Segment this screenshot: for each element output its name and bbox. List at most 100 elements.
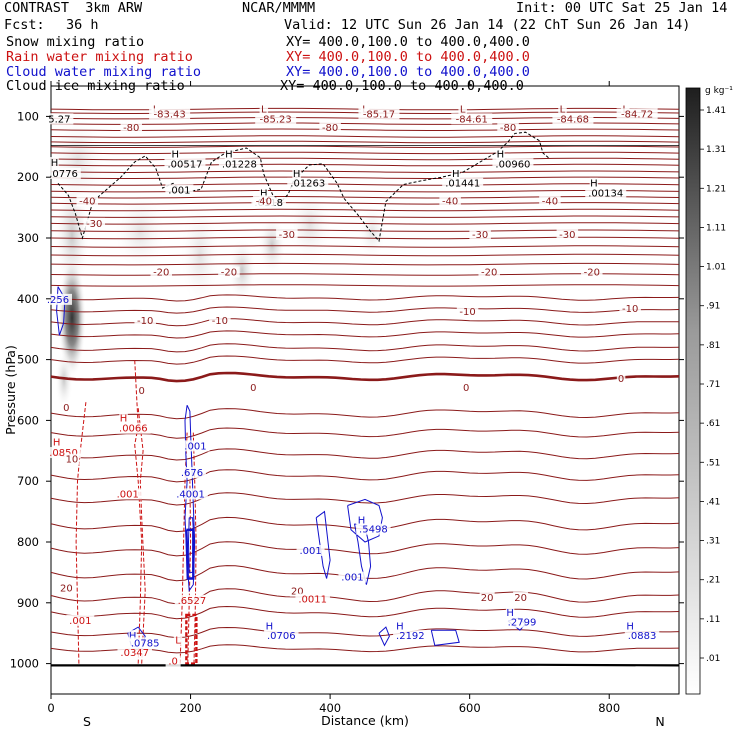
isotherm-line <box>50 176 680 179</box>
y-tick-label: 700 <box>17 474 39 488</box>
contour-label: L <box>175 635 181 646</box>
label-background <box>120 121 142 133</box>
rain-core <box>185 613 198 665</box>
isotherm-line <box>50 330 680 339</box>
cloud-water-core <box>185 528 195 580</box>
label-background <box>585 187 627 199</box>
label-background <box>289 585 305 597</box>
colorbar-level: .71 <box>706 380 720 390</box>
isotherm-line <box>50 469 680 483</box>
contour-label: -30 <box>86 219 102 230</box>
label-background <box>478 266 500 278</box>
contour-label: H <box>129 631 137 642</box>
contour-label: 5.27 <box>48 114 70 125</box>
field-xy-snow: XY= 400.0,100.0 to 400.0,400.0 <box>286 34 530 50</box>
contour-label: -20 <box>481 267 497 278</box>
contour-label: 0 <box>63 403 69 414</box>
rain-contour <box>134 359 143 664</box>
isotherm-line <box>50 605 680 620</box>
contour-label: -40 <box>442 196 458 207</box>
contour-label: .0 <box>168 657 178 668</box>
contour-label: H <box>506 608 514 619</box>
isotherm-line <box>50 215 680 218</box>
label-background <box>173 488 208 500</box>
label-background <box>137 385 146 397</box>
label-background <box>52 436 61 448</box>
field-name-snow: Snow mixing ratio <box>6 34 145 50</box>
contour-label: -30 <box>559 230 575 241</box>
contour-label: L <box>261 105 267 116</box>
isotherm-line <box>50 202 680 205</box>
ground-line <box>51 663 680 667</box>
label-background <box>249 382 258 393</box>
isotherm-line <box>50 245 680 248</box>
label-background <box>469 228 491 240</box>
label-background <box>116 422 151 434</box>
init-time: Init: 00 UTC Sat 25 Jan 14 <box>516 0 728 16</box>
label-background <box>513 591 529 603</box>
contour-label: -10 <box>622 304 638 315</box>
isotherm-line <box>50 427 680 439</box>
contour-label: -20 <box>153 267 169 278</box>
direction-south: S <box>83 714 91 729</box>
y-tick-label: 400 <box>17 292 39 306</box>
colorbar-level: 1.21 <box>706 184 726 194</box>
isotherm-line <box>50 157 680 161</box>
isotherm-line <box>50 140 680 144</box>
isotherm-line <box>50 128 680 131</box>
label-background <box>164 158 206 170</box>
label-background <box>265 620 274 632</box>
contour-label: L <box>560 105 566 116</box>
label-background <box>497 121 519 133</box>
label-background <box>625 620 635 632</box>
isotherm-line <box>50 262 680 266</box>
y-tick-label: 600 <box>17 413 39 427</box>
isotherm-line <box>50 135 680 138</box>
contour-label: 20 <box>60 584 73 595</box>
label-background <box>113 488 142 500</box>
label-background <box>46 167 81 179</box>
isotherm-line <box>50 448 680 461</box>
label-background <box>504 616 540 628</box>
contour-label: .001 <box>69 616 91 627</box>
contour-label: -10 <box>459 307 475 318</box>
label-background <box>357 514 366 526</box>
contour-label: -85.17 <box>363 109 395 120</box>
contour-label: .0883 <box>628 631 657 642</box>
contour-label: .001 <box>299 546 321 557</box>
label-background <box>581 266 603 278</box>
contour-label: .001 <box>117 489 139 500</box>
label-background <box>619 302 641 314</box>
label-background <box>218 266 240 278</box>
plot-frame <box>50 85 680 695</box>
contour-label: .256 <box>47 295 69 306</box>
label-background <box>439 195 461 207</box>
y-tick-label: 500 <box>17 353 39 367</box>
label-background <box>287 177 329 189</box>
label-background <box>224 148 234 160</box>
label-background <box>149 108 191 120</box>
label-background <box>338 571 367 583</box>
label-background <box>50 157 59 169</box>
label-background <box>616 372 626 384</box>
label-background <box>558 103 567 115</box>
contour-label: .0776 <box>49 169 78 180</box>
label-background <box>64 453 80 465</box>
label-background <box>589 177 599 189</box>
zero-degree-isotherm <box>50 371 680 383</box>
contour-label: -30 <box>472 230 488 241</box>
contour-label: .0850 <box>49 448 78 459</box>
label-background <box>46 447 81 459</box>
label-background <box>395 620 405 632</box>
label-background <box>292 167 301 179</box>
contour-label: -80 <box>123 123 139 134</box>
contour-label: -84.68 <box>557 114 589 125</box>
contour-label: .001 <box>184 441 206 452</box>
label-background <box>253 195 275 207</box>
contour-label: H <box>590 179 598 190</box>
contour-label: -40 <box>79 196 95 207</box>
contour-label: .00134 <box>588 188 623 199</box>
contour-label: H <box>51 158 59 169</box>
label-background <box>150 266 172 278</box>
contour-label: 20 <box>514 593 527 604</box>
